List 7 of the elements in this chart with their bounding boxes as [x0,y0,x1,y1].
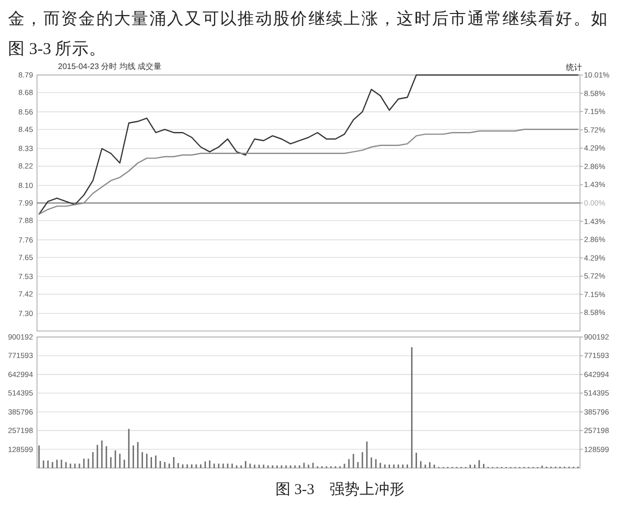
line-series [38,74,579,215]
line-series [38,128,579,215]
text: 金，而资金的大量涌入又可以推动股价继续上涨，这时后市通常继续看好。如 [8,9,608,28]
caption: 图 3-3 所示。 [8,39,106,58]
chart-subtitle: 2015-04-23 分时 均线 成交量 [58,62,162,71]
text: 统计 [566,63,582,72]
caption: 图 3-3 强势上冲形 [276,481,404,498]
